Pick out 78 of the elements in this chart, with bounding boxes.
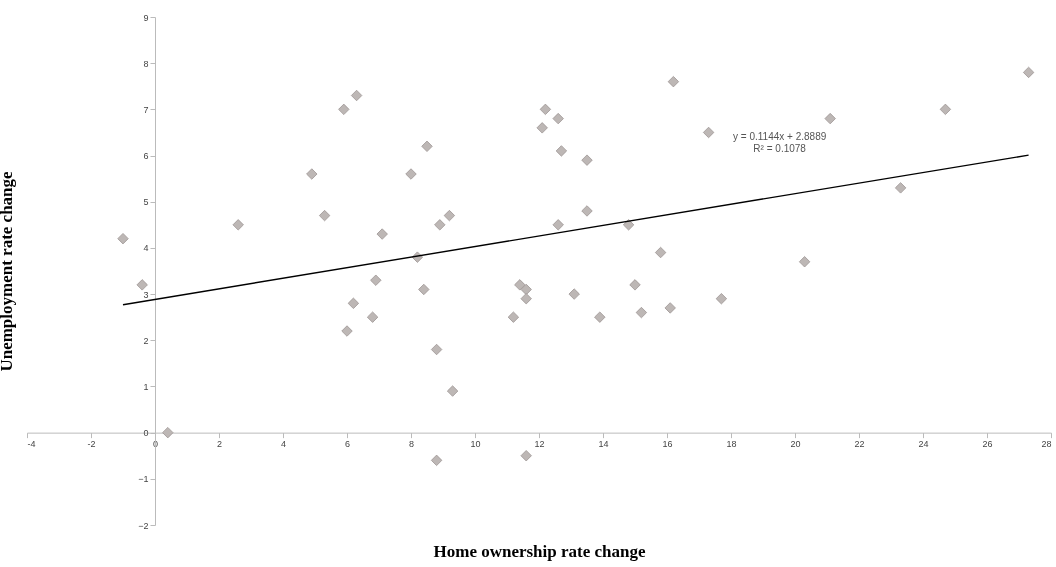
point bbox=[629, 279, 641, 291]
x-axis-title: Home ownership rate change bbox=[433, 541, 646, 561]
x-tick-label: 10 bbox=[470, 439, 481, 450]
point bbox=[350, 89, 363, 102]
x-tick-label: 28 bbox=[1041, 439, 1052, 450]
x-tick-label: 22 bbox=[854, 439, 865, 450]
y-tick-label: 2 bbox=[143, 335, 149, 346]
point bbox=[318, 209, 331, 222]
point bbox=[552, 112, 564, 125]
point bbox=[443, 209, 456, 222]
y-tick-label: 3 bbox=[143, 289, 149, 300]
point bbox=[446, 385, 459, 397]
x-tick-label: 16 bbox=[662, 439, 673, 450]
point bbox=[434, 219, 446, 231]
point bbox=[418, 283, 430, 296]
x-tick-label: -4 bbox=[27, 439, 36, 450]
point bbox=[507, 311, 520, 323]
y-tick-label: 1 bbox=[143, 381, 149, 392]
point bbox=[581, 154, 593, 166]
point bbox=[715, 293, 728, 305]
y-tick-label: −1 bbox=[138, 474, 149, 485]
y-tick-label: 0 bbox=[143, 428, 149, 439]
point bbox=[939, 103, 952, 116]
x-tick-label: 26 bbox=[982, 439, 993, 450]
point bbox=[306, 168, 318, 180]
point bbox=[430, 343, 443, 356]
point bbox=[514, 279, 526, 291]
y-axis-title: Unemployment rate change bbox=[0, 170, 16, 372]
point bbox=[539, 103, 552, 116]
x-tick-label: 4 bbox=[280, 439, 287, 450]
point bbox=[366, 311, 379, 323]
point bbox=[664, 302, 676, 314]
point bbox=[581, 205, 593, 217]
x-tick-label: 24 bbox=[918, 439, 929, 450]
x-tick-label: 12 bbox=[534, 439, 545, 450]
point bbox=[405, 168, 417, 180]
point bbox=[702, 126, 715, 139]
y-tick-label: 6 bbox=[143, 151, 149, 162]
y-tick-label: −2 bbox=[138, 520, 149, 531]
point bbox=[370, 274, 382, 286]
point bbox=[520, 293, 532, 305]
point bbox=[338, 103, 350, 116]
point bbox=[1022, 66, 1035, 79]
point bbox=[341, 325, 353, 337]
point bbox=[568, 288, 580, 300]
point bbox=[552, 219, 564, 231]
x-tick-label: -2 bbox=[87, 439, 96, 450]
y-tick-label: 9 bbox=[143, 12, 149, 23]
point bbox=[667, 76, 680, 88]
point bbox=[555, 145, 568, 157]
point bbox=[421, 140, 433, 152]
point bbox=[798, 256, 811, 268]
point bbox=[347, 297, 360, 309]
point bbox=[635, 306, 648, 319]
point bbox=[536, 122, 548, 134]
x-tick-label: 6 bbox=[344, 439, 351, 450]
x-tick-label: 8 bbox=[408, 439, 415, 450]
y-tick-label: 8 bbox=[143, 58, 149, 69]
point bbox=[117, 233, 129, 245]
annotation: y = 0.1144x + 2.8889 bbox=[733, 130, 827, 142]
y-tick-label: 7 bbox=[143, 104, 149, 115]
point bbox=[824, 112, 836, 125]
y-tick-label: 4 bbox=[143, 243, 149, 254]
x-tick-label: 14 bbox=[598, 439, 609, 450]
point bbox=[520, 450, 532, 462]
point bbox=[162, 426, 174, 439]
point bbox=[376, 228, 388, 240]
annotation: R² = 0.1078 bbox=[753, 142, 807, 154]
point bbox=[894, 182, 907, 194]
x-tick-label: 2 bbox=[216, 439, 223, 450]
point bbox=[430, 454, 443, 466]
point bbox=[232, 219, 244, 231]
y-tick-label: 5 bbox=[143, 197, 149, 208]
point bbox=[136, 279, 148, 291]
point bbox=[654, 246, 667, 259]
x-tick-label: 18 bbox=[726, 439, 737, 450]
x-tick-label: 20 bbox=[790, 439, 801, 450]
point bbox=[594, 311, 606, 323]
